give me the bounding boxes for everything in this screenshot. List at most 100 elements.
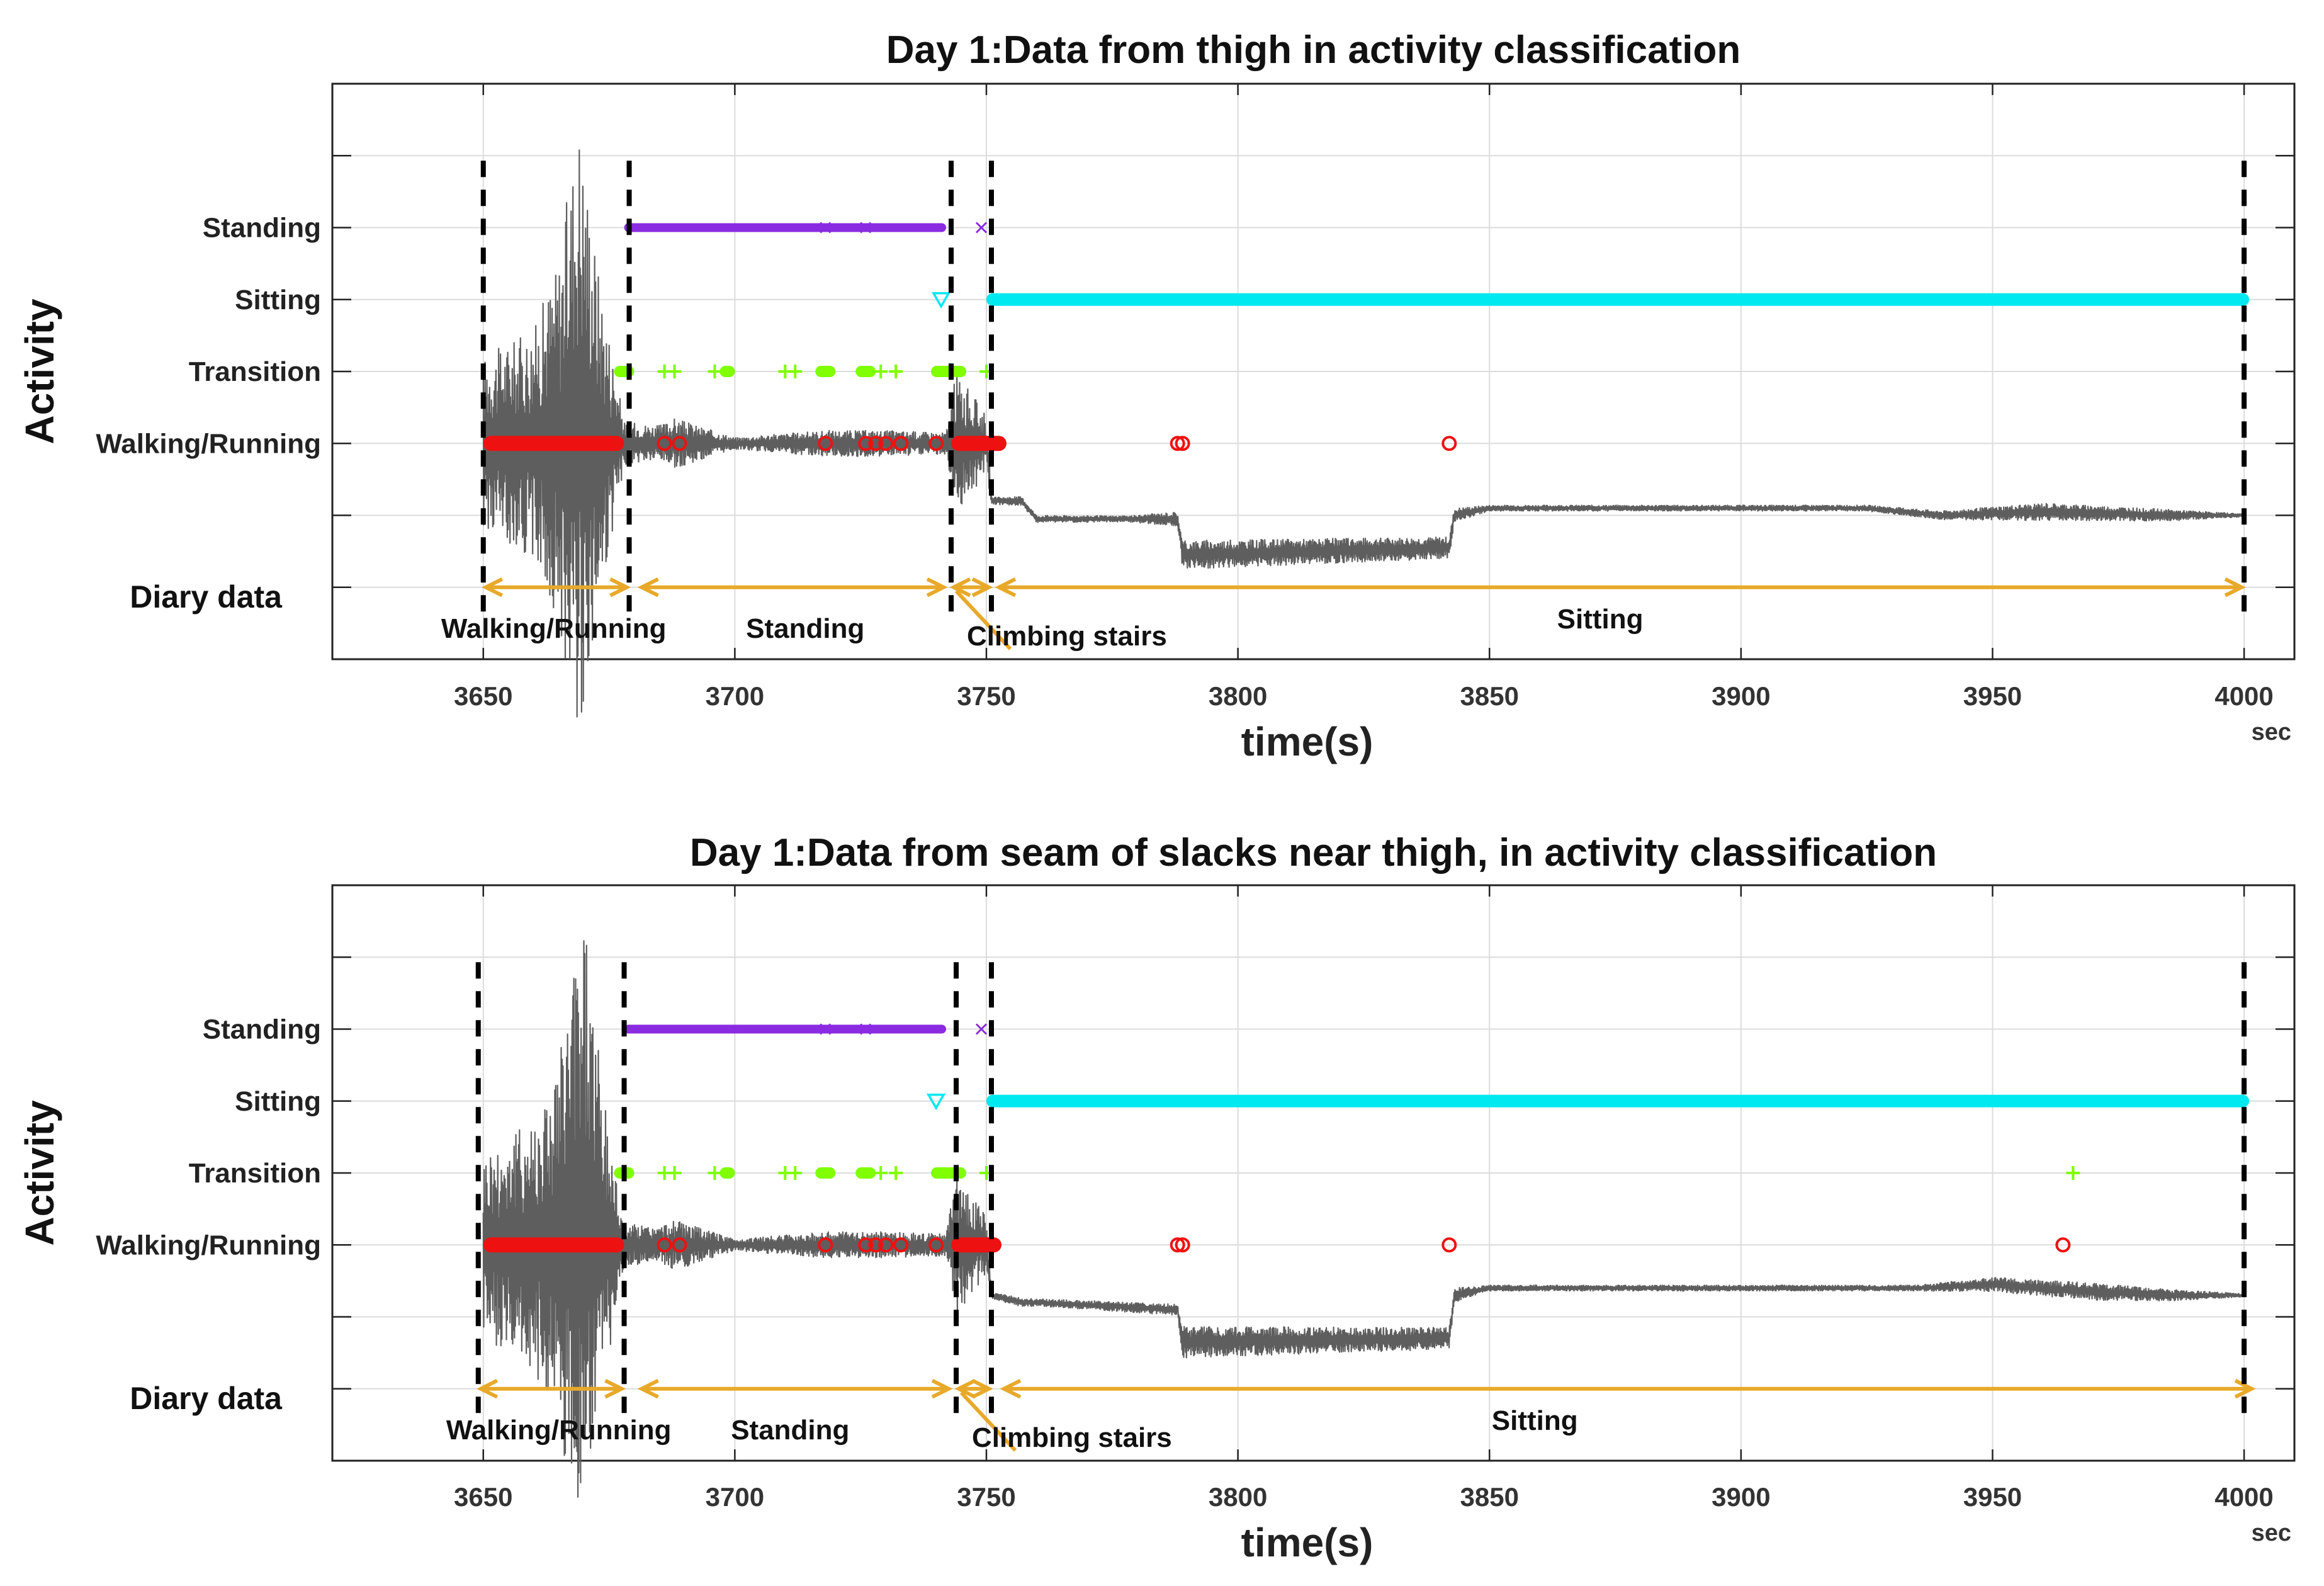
classification-point — [878, 436, 894, 451]
diary-arrowhead-left — [637, 577, 659, 598]
classification-point — [928, 1237, 944, 1253]
y-tick-label: Standing — [203, 1014, 321, 1045]
class-sitting-markers — [927, 1094, 2250, 1111]
x-tick-label: 4000 — [2214, 1482, 2273, 1512]
x-tick-label: 3950 — [1963, 681, 2022, 711]
diary-segment-label: Sitting — [1557, 604, 1644, 635]
diary-arrowhead-right — [609, 577, 631, 598]
diary-arrowhead-left — [1000, 1379, 1022, 1399]
classification-run — [855, 366, 876, 377]
x-tick-label: 3750 — [957, 1482, 1015, 1512]
class-standing-markers — [624, 222, 988, 234]
classification-point — [878, 1237, 894, 1253]
classification-run — [951, 1237, 1001, 1253]
classification-point — [975, 1023, 988, 1035]
y-axis-label: Activity — [17, 298, 62, 445]
classification-run — [815, 366, 836, 377]
x-tick-label: 3800 — [1209, 1482, 1267, 1512]
classification-point — [889, 1166, 903, 1180]
classification-point — [932, 292, 951, 309]
diary-arrowhead-left — [477, 1379, 499, 1399]
diary-arrow — [954, 1379, 1017, 1452]
x-tick-label: 3900 — [1712, 1482, 1770, 1512]
classification-point — [858, 1237, 874, 1253]
classification-point — [1170, 436, 1185, 451]
x-tick-label: 3850 — [1460, 681, 1519, 711]
classification-point — [860, 1023, 872, 1035]
climbing-pointer — [954, 589, 1012, 650]
chart-title: Day 1:Data from seam of slacks near thig… — [690, 831, 1937, 875]
classification-point — [657, 1237, 672, 1253]
classification-point — [928, 436, 944, 451]
diary-arrowhead-right — [2234, 1379, 2256, 1399]
diary-segment-label: Climbing stairs — [972, 1422, 1172, 1453]
classification-point — [1175, 1237, 1190, 1253]
x-tick-label: 3650 — [454, 681, 512, 711]
x-tick-label: 3700 — [706, 681, 764, 711]
diary-data-label: Diary data — [130, 1381, 283, 1416]
diary-arrow — [949, 577, 1012, 650]
diary-data-label: Diary data — [130, 579, 283, 615]
classification-point — [818, 436, 833, 451]
classification-point — [889, 365, 903, 378]
x-tick-label: 3650 — [454, 1482, 512, 1512]
diary-arrowhead-right — [971, 1379, 993, 1399]
diary-arrow — [637, 577, 948, 598]
classification-point — [820, 1023, 832, 1035]
classification-run — [483, 1237, 624, 1253]
classification-point — [2066, 1166, 2080, 1180]
diary-arrow — [477, 1379, 626, 1399]
x-axis-unit: sec — [2252, 1520, 2291, 1546]
class-sitting-markers — [932, 292, 2250, 309]
diary-arrowhead-right — [604, 1379, 626, 1399]
diary-arrowhead-left — [995, 577, 1017, 598]
diary-arrowhead-right — [2224, 577, 2246, 598]
classification-point — [820, 222, 832, 234]
classification-run — [624, 1024, 947, 1034]
classification-point — [893, 1237, 909, 1253]
classification-point — [788, 1166, 803, 1180]
diary-segment-label: Sitting — [1492, 1405, 1578, 1436]
classification-run — [719, 1167, 735, 1179]
classification-point — [667, 365, 682, 378]
diary-arrowhead-left — [954, 1379, 976, 1399]
diary-segment-label: Walking/Running — [441, 613, 667, 644]
climbing-pointer — [959, 1391, 1017, 1452]
classification-run — [483, 436, 624, 451]
classification-point — [2055, 1237, 2071, 1253]
diary-arrowhead-left — [482, 577, 504, 598]
classification-point — [858, 436, 874, 451]
x-axis-unit: sec — [2252, 719, 2291, 745]
x-tick-label: 3950 — [1963, 1482, 2022, 1512]
classification-run — [951, 436, 1007, 451]
classification-run — [931, 1167, 967, 1179]
diary-arrowhead-right — [971, 577, 993, 598]
class-standing-markers — [624, 1023, 988, 1035]
diary-arrow — [1000, 1379, 2256, 1399]
classification-point — [927, 1094, 946, 1111]
x-tick-label: 3750 — [957, 681, 1015, 711]
y-axis-label: Activity — [17, 1100, 62, 1246]
x-tick-label: 3850 — [1460, 1482, 1519, 1512]
x-tick-label: 3700 — [706, 1482, 764, 1512]
y-tick-label: Walking/Running — [96, 428, 321, 459]
class-walking-running-markers — [483, 1237, 2071, 1253]
y-tick-label: Sitting — [235, 285, 321, 315]
diary-arrow — [637, 1379, 953, 1399]
classification-point — [860, 222, 872, 234]
diary-arrowhead-left — [637, 1379, 659, 1399]
classification-point — [1175, 436, 1190, 451]
classification-run — [986, 1094, 2250, 1107]
classification-point — [708, 1166, 722, 1180]
classification-point — [818, 1237, 833, 1253]
accelerometer-signal — [482, 149, 2245, 718]
classification-point — [672, 1237, 687, 1253]
classification-point — [868, 1237, 884, 1253]
classification-point — [868, 436, 884, 451]
diary-segment-label: Walking/Running — [446, 1415, 672, 1446]
accelerometer-signal — [482, 940, 2245, 1498]
classification-point — [874, 365, 888, 378]
diary-arrowhead-right — [926, 577, 948, 598]
x-axis-label: time(s) — [1241, 1520, 1374, 1565]
